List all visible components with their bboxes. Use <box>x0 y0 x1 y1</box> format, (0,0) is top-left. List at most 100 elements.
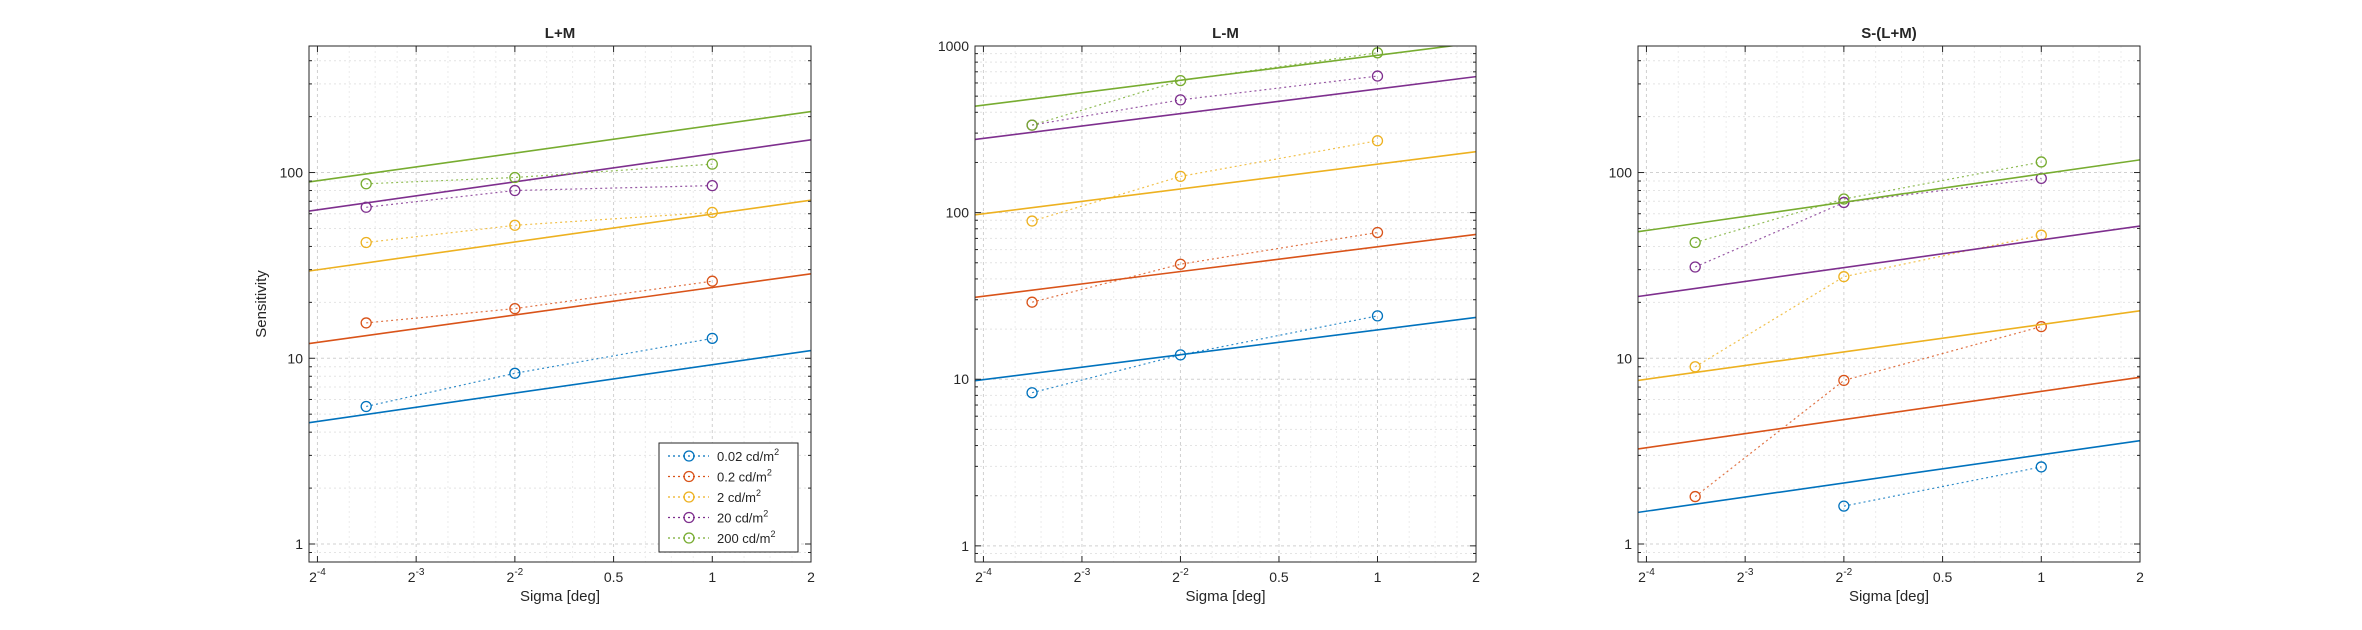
y-tick-label: 1 <box>961 538 969 554</box>
data-line <box>1694 326 2042 498</box>
data-point <box>509 367 521 379</box>
x-tick-exponent: -4 <box>317 567 326 578</box>
data-point <box>1026 119 1038 131</box>
y-tick-label: 100 <box>946 205 970 221</box>
data-point <box>1689 236 1701 249</box>
legend-label: 200 cd/m2 <box>717 529 776 546</box>
data-line <box>1031 315 1378 394</box>
legend-marker <box>683 491 695 503</box>
data-point <box>509 219 521 231</box>
data-line <box>1695 161 2042 244</box>
y-tick-label: 10 <box>1616 350 1632 366</box>
legend-label: 2 cd/m2 <box>717 488 761 505</box>
x-tick-label: 2 <box>807 569 815 585</box>
data-point <box>2035 320 2047 333</box>
data-point <box>360 400 372 413</box>
x-tick-exponent: -2 <box>1180 567 1189 578</box>
x-axis-label: Sigma [deg] <box>1849 588 1929 605</box>
x-tick-label: 2 <box>1472 569 1480 585</box>
legend-marker <box>683 532 695 544</box>
data-line <box>366 337 713 408</box>
y-tick-label: 1000 <box>938 38 969 54</box>
data-point <box>509 171 521 184</box>
panel-title: L+M <box>545 25 575 42</box>
x-tick-base: 2 <box>975 569 983 585</box>
x-tick-base: 0.5 <box>1933 569 1953 585</box>
x-tick-label: 2-2 <box>1172 567 1189 585</box>
x-tick-label: 2-3 <box>1074 567 1091 585</box>
x-tick-label: 2-4 <box>309 567 326 585</box>
legend-label-sup: 2 <box>767 468 772 478</box>
data-point <box>509 302 521 315</box>
data-point <box>706 206 718 219</box>
x-tick-label: 0.5 <box>1933 569 1953 585</box>
panel-title: L-M <box>1212 25 1239 42</box>
data-point <box>1174 349 1187 361</box>
y-tick-label: 10 <box>953 371 969 387</box>
x-tick-base: 0.5 <box>604 569 624 585</box>
x-tick-label: 2-4 <box>975 567 992 585</box>
fit-line <box>309 139 811 212</box>
legend-marker <box>683 450 695 462</box>
plot-series <box>975 46 1476 399</box>
axes-box <box>1637 45 2141 563</box>
data-point <box>1026 215 1038 227</box>
x-tick-base: 2 <box>1472 569 1480 585</box>
x-tick-base: 2 <box>1172 569 1180 585</box>
fit-line <box>309 110 811 183</box>
legend-marker <box>683 511 695 524</box>
data-line <box>1843 466 2042 507</box>
data-point <box>1371 135 1384 147</box>
legend-box <box>658 442 799 553</box>
x-tick-base: 1 <box>1374 569 1382 585</box>
fit-line <box>1638 376 2140 450</box>
data-point <box>706 158 718 170</box>
y-tick-label: 100 <box>1609 165 1633 181</box>
x-tick-label: 2-3 <box>1737 567 1754 585</box>
fit-line <box>309 272 811 345</box>
data-line <box>366 185 713 208</box>
x-tick-exponent: -4 <box>1646 567 1655 578</box>
axes-box <box>974 45 1477 563</box>
fit-line <box>309 199 811 272</box>
data-point <box>360 201 372 213</box>
plot-area <box>975 46 1476 562</box>
data-point <box>1026 296 1038 308</box>
y-tick-label: 1 <box>295 536 303 552</box>
data-point <box>1026 387 1038 399</box>
x-tick-label: 1 <box>708 569 716 585</box>
plot-series <box>1638 156 2140 514</box>
legend-label: 0.2 cd/m2 <box>717 468 772 485</box>
y-axis-label: Sensitivity <box>253 270 270 338</box>
data-point <box>1174 74 1187 87</box>
legend-label-sup: 2 <box>770 529 775 539</box>
x-tick-base: 2 <box>1638 569 1646 585</box>
x-axis-label: Sigma [deg] <box>1185 588 1265 605</box>
data-point <box>360 236 372 249</box>
x-tick-label: 2-2 <box>1836 567 1853 585</box>
x-tick-base: 2 <box>1737 569 1745 585</box>
legend-label: 0.02 cd/m2 <box>717 447 779 464</box>
fit-line <box>1638 439 2140 514</box>
fit-line <box>309 349 811 424</box>
data-point <box>1371 310 1384 322</box>
axes-box <box>308 45 812 563</box>
data-line <box>1031 52 1378 126</box>
fit-line <box>975 316 1476 382</box>
data-point <box>1838 374 1850 387</box>
panel-title: S-(L+M) <box>1861 25 1916 42</box>
x-tick-base: 2 <box>309 569 317 585</box>
y-tick-label: 10 <box>287 350 303 366</box>
legend-label-sup: 2 <box>756 488 761 498</box>
data-point <box>360 178 372 190</box>
x-tick-base: 0.5 <box>1269 569 1289 585</box>
legend-label-text: 0.02 cd/m <box>717 449 774 464</box>
legend-marker <box>683 470 695 483</box>
plot-area <box>1638 46 2140 562</box>
fit-line <box>975 150 1476 216</box>
data-line <box>1031 231 1378 303</box>
data-line <box>366 163 713 185</box>
legend-label-sup: 2 <box>763 509 768 519</box>
data-point <box>1689 261 1701 273</box>
